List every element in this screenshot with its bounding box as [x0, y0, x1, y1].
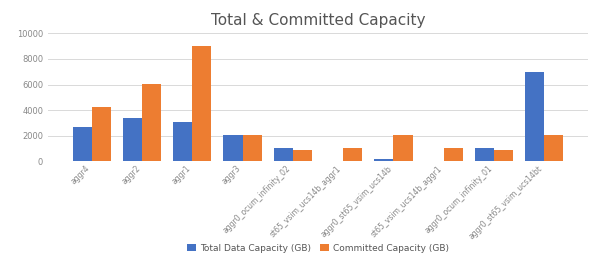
Bar	[274, 148, 293, 161]
Bar	[374, 159, 394, 161]
Bar	[394, 135, 413, 161]
Bar	[142, 84, 161, 161]
Bar	[192, 46, 211, 161]
Bar	[92, 107, 111, 161]
Bar	[444, 148, 463, 161]
Bar	[173, 122, 192, 161]
Bar	[293, 150, 312, 161]
Bar	[223, 135, 242, 161]
Legend: Total Data Capacity (GB), Committed Capacity (GB): Total Data Capacity (GB), Committed Capa…	[184, 240, 452, 256]
Bar	[525, 72, 544, 161]
Bar	[343, 148, 362, 161]
Bar	[123, 118, 142, 161]
Bar	[544, 135, 563, 161]
Bar	[475, 148, 494, 161]
Title: Total & Committed Capacity: Total & Committed Capacity	[211, 13, 425, 28]
Bar	[242, 135, 262, 161]
Bar	[494, 150, 513, 161]
Bar	[73, 127, 92, 161]
